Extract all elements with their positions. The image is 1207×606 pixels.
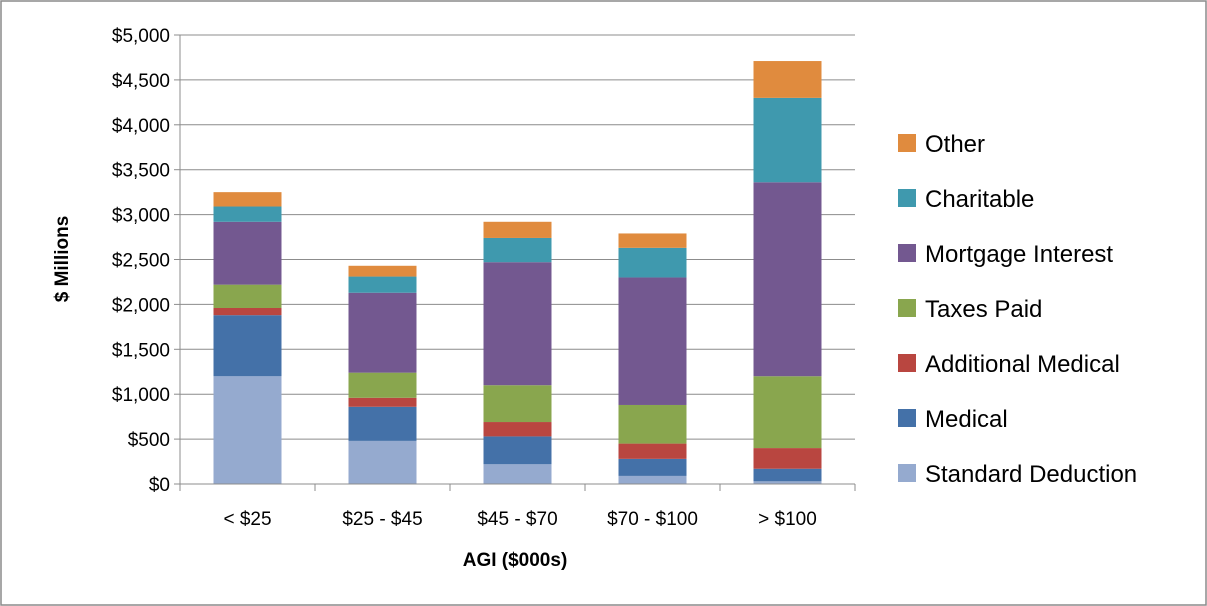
bar-segment <box>618 404 687 444</box>
gridlines <box>180 34 855 440</box>
bar-segment <box>753 448 822 469</box>
bar-segment <box>618 458 687 476</box>
legend-label: Standard Deduction <box>925 461 1137 488</box>
bar-segment <box>483 385 552 423</box>
bar-segment <box>618 475 687 484</box>
tick-labels: $0 $500 $1,000 $1,500 $2,000 $2,500 $3,000 $3,5… <box>112 26 817 530</box>
x-axis-title: AGI ($000s) <box>463 550 568 571</box>
bar-segment <box>213 376 282 484</box>
bar-segment <box>213 284 282 308</box>
bar-segment <box>213 206 282 222</box>
legend-swatch <box>898 299 916 317</box>
legend-swatch <box>898 409 916 427</box>
legend-label: Other <box>925 131 985 158</box>
bar-segment <box>618 247 687 278</box>
x-tick-label: $25 - $45 <box>342 509 422 530</box>
bar-segment <box>753 468 822 482</box>
bar-segment <box>348 292 417 373</box>
bar-segment <box>348 406 417 441</box>
y-tick-label: $2,500 <box>112 251 170 272</box>
bar-segment <box>618 443 687 459</box>
bar-segment <box>348 372 417 398</box>
y-tick-label: $1,000 <box>112 385 170 406</box>
bar-segment <box>753 481 822 484</box>
bar-segment <box>753 376 822 449</box>
y-tick-label: $4,500 <box>112 71 170 92</box>
bar-segment <box>213 315 282 377</box>
bar-segment <box>483 422 552 437</box>
y-tick-label: $500 <box>128 430 170 451</box>
bar-segment <box>213 221 282 285</box>
bar-segment <box>213 192 282 207</box>
y-tick-label: $4,000 <box>112 116 170 137</box>
y-tick-label: $3,000 <box>112 206 170 227</box>
x-tick-label: < $25 <box>223 509 271 530</box>
legend: Other Charitable Mortgage Interest Taxes Pa… <box>898 131 1137 488</box>
bar-segment <box>348 265 417 277</box>
legend-label: Additional Medical <box>925 351 1120 378</box>
x-tick-label: $45 - $70 <box>477 509 557 530</box>
bar-segment <box>483 464 552 484</box>
legend-swatch <box>898 189 916 207</box>
bar-segment <box>753 182 822 377</box>
legend-swatch <box>898 464 916 482</box>
legend-label: Taxes Paid <box>925 296 1042 323</box>
bar-segment <box>348 276 417 293</box>
bar-segment <box>483 237 552 263</box>
bar-segment <box>348 397 417 407</box>
y-tick-label: $3,500 <box>112 161 170 182</box>
y-axis-title: $ Millions <box>52 216 73 303</box>
y-tick-label: $1,500 <box>112 340 170 361</box>
y-tick-label: $5,000 <box>112 26 170 47</box>
legend-swatch <box>898 354 916 372</box>
x-tick-label: > $100 <box>758 509 817 530</box>
y-tick-label: $2,000 <box>112 295 170 316</box>
bar-segment <box>483 262 552 386</box>
legend-label: Medical <box>925 406 1008 433</box>
x-tick-label: $70 - $100 <box>607 509 698 530</box>
bar-segment <box>483 436 552 465</box>
legend-label: Charitable <box>925 186 1034 213</box>
bar-segment <box>753 61 822 98</box>
y-tick-label: $0 <box>149 475 170 496</box>
bar-segment <box>213 307 282 316</box>
bar-segment <box>348 440 417 484</box>
legend-label: Mortgage Interest <box>925 241 1113 268</box>
bar-segment <box>483 221 552 238</box>
bars <box>213 61 822 484</box>
legend-swatch <box>898 134 916 152</box>
legend-swatch <box>898 244 916 262</box>
bar-segment <box>618 233 687 248</box>
axes <box>174 34 856 491</box>
bar-segment <box>753 97 822 183</box>
bar-segment <box>618 277 687 405</box>
